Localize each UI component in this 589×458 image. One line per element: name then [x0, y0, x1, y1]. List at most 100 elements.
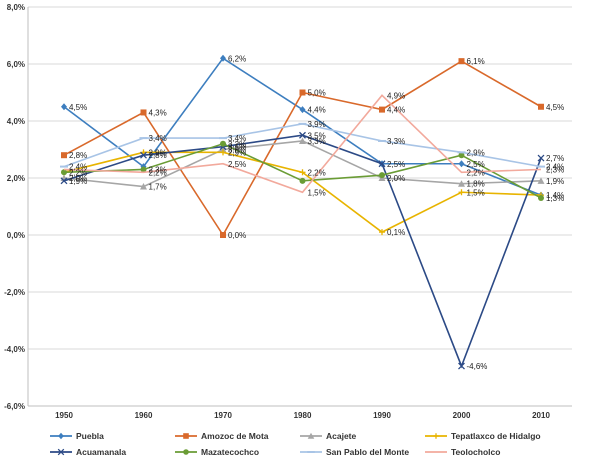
legend-item: Acuamanala	[50, 447, 126, 457]
y-tick-label: 8,0%	[7, 3, 25, 12]
data-label: 2,9%	[149, 148, 167, 157]
data-point	[299, 137, 306, 144]
data-point	[458, 152, 465, 159]
data-point	[220, 149, 226, 156]
data-label: 3,9%	[308, 120, 326, 129]
data-label: 2,4%	[546, 163, 564, 172]
data-label: 2,8%	[69, 151, 87, 160]
data-label: 2,3%	[149, 165, 167, 174]
legend-label: Acuamanala	[76, 447, 126, 457]
data-point	[378, 160, 386, 168]
data-point	[183, 449, 189, 455]
data-label: 1,3%	[546, 194, 564, 203]
data-point	[220, 54, 226, 62]
legend-item: Amozoc de Mota	[175, 431, 269, 441]
data-point	[299, 177, 306, 184]
x-tick-label: 2010	[532, 411, 550, 420]
legend-label: Mazatecochco	[201, 447, 259, 457]
data-label: 3,2%	[228, 140, 246, 149]
legend-item: Puebla	[50, 431, 104, 441]
y-tick-label: 0,0%	[7, 231, 25, 240]
series-lines	[60, 54, 545, 370]
legend-label: Puebla	[76, 431, 104, 441]
legend-item: Mazatecochco	[175, 447, 259, 457]
legend-label: Acajete	[326, 431, 357, 441]
y-tick-label: 4,0%	[7, 117, 25, 126]
data-labels: 4,5% 6,2% 4,4% 2,5% 2,5% 1,4% 2,8% 4,3% 0,0% 5,0%…	[69, 54, 564, 371]
y-tick-label: -2,0%	[4, 288, 25, 297]
data-point	[458, 160, 465, 168]
x-tick-label: 1970	[214, 411, 232, 420]
data-label: 4,4%	[308, 106, 326, 115]
data-label: 3,4%	[149, 134, 167, 143]
data-point	[538, 103, 544, 110]
data-point	[140, 109, 147, 116]
data-label: 2,2%	[69, 168, 87, 177]
data-label: 0,1%	[387, 228, 405, 237]
data-label: 2,9%	[228, 148, 246, 157]
series-line	[63, 94, 542, 194]
data-point	[140, 183, 147, 190]
data-label: 1,9%	[546, 177, 564, 186]
data-label: 3,1%	[228, 143, 246, 152]
data-label: 3,3%	[387, 137, 405, 146]
data-point	[458, 362, 465, 370]
x-tick-label: 1960	[135, 411, 153, 420]
data-label: 2,0%	[69, 174, 87, 183]
legend-label: Amozoc de Mota	[201, 431, 269, 441]
legend-item: Tepatlaxco de Hidalgo	[425, 431, 541, 441]
data-label: 4,9%	[387, 91, 405, 100]
data-point	[307, 432, 315, 439]
data-point	[61, 169, 67, 176]
data-point	[57, 448, 65, 456]
data-label: 2,5%	[387, 160, 405, 169]
axes: -6,0% -4,0% -2,0% 0,0% 2,0% 4,0% 6,0% 8,0% 1950 1…	[4, 3, 572, 420]
data-point	[458, 189, 465, 196]
data-point	[220, 232, 226, 238]
data-label: -4,6%	[467, 362, 488, 371]
data-point	[61, 103, 67, 111]
data-point	[140, 151, 147, 159]
data-label: 3,0%	[228, 146, 246, 155]
data-label: 3,3%	[308, 137, 326, 146]
x-tick-label: 1990	[373, 411, 391, 420]
legend-label: San Pablo del Monte	[326, 447, 409, 457]
data-label: 1,8%	[467, 180, 485, 189]
data-label: 4,4%	[387, 106, 405, 115]
y-tick-label: -6,0%	[4, 402, 25, 411]
legend-item: Acajete	[300, 431, 357, 441]
data-label: 4,3%	[149, 108, 167, 117]
data-label: 2,8%	[149, 151, 167, 160]
data-point	[299, 131, 306, 139]
data-label: 2,3%	[546, 165, 564, 174]
y-tick-label: -4,0%	[4, 345, 25, 354]
data-point	[379, 172, 385, 179]
data-label: 4,5%	[546, 103, 564, 112]
x-tick-label: 1950	[55, 411, 73, 420]
data-point	[458, 180, 465, 187]
data-label: 2,4%	[69, 163, 87, 172]
data-label: 5,0%	[308, 89, 326, 98]
data-point	[183, 433, 189, 439]
data-label: 6,2%	[228, 54, 246, 63]
data-point	[537, 154, 545, 162]
data-point	[140, 166, 147, 173]
data-label: 2,2%	[149, 168, 167, 177]
y-tick-label: 6,0%	[7, 60, 25, 69]
data-point	[379, 106, 385, 113]
data-point	[61, 152, 67, 159]
legend-item: Teolocholco	[425, 447, 500, 457]
data-point	[60, 177, 68, 185]
legend-item: San Pablo del Monte	[300, 447, 409, 457]
data-point	[299, 106, 306, 114]
data-label: 2,7%	[546, 154, 564, 163]
data-point	[299, 89, 306, 96]
data-label: 1,5%	[467, 188, 485, 197]
x-tick-label: 2000	[453, 411, 471, 420]
data-label: 1,4%	[546, 191, 564, 200]
data-label: 6,1%	[467, 57, 485, 66]
data-point	[58, 432, 64, 440]
data-label: 0,0%	[228, 231, 246, 240]
legend-label: Teolocholco	[451, 447, 500, 457]
